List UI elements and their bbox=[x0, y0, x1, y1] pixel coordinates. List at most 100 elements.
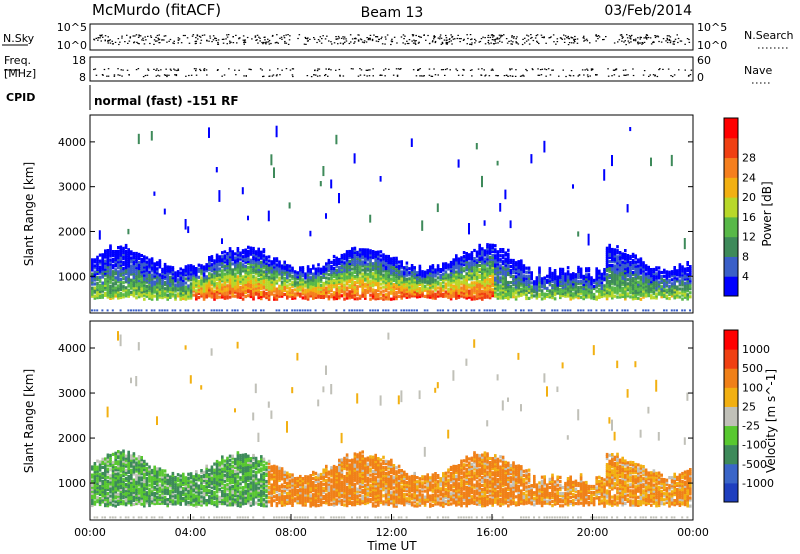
power-cell bbox=[405, 279, 409, 283]
noise-point bbox=[630, 41, 632, 43]
power-cell bbox=[267, 279, 271, 283]
power-cell bbox=[202, 273, 206, 277]
power-cell bbox=[228, 251, 232, 255]
noise-point bbox=[107, 42, 109, 44]
noise-point bbox=[184, 34, 186, 37]
power-cell bbox=[340, 286, 344, 290]
power-cell bbox=[114, 282, 117, 286]
power-cell bbox=[613, 278, 617, 282]
power-cell bbox=[444, 286, 448, 290]
power-cell bbox=[348, 261, 351, 266]
power-cell bbox=[605, 252, 609, 256]
noise-point bbox=[138, 35, 141, 37]
freq-point bbox=[316, 70, 319, 72]
power-cell bbox=[509, 270, 513, 275]
power-cell bbox=[397, 274, 401, 278]
power-cell bbox=[145, 309, 148, 312]
power-cell bbox=[226, 276, 229, 280]
power-cell bbox=[236, 263, 240, 267]
power-cell bbox=[241, 275, 245, 279]
power-cell bbox=[499, 203, 502, 212]
power-cell bbox=[351, 247, 354, 251]
power-cell bbox=[478, 286, 481, 290]
power-cell bbox=[540, 309, 543, 312]
power-cell bbox=[317, 285, 320, 289]
power-cell bbox=[535, 296, 539, 300]
power-cell bbox=[605, 289, 609, 293]
power-cell bbox=[262, 280, 266, 284]
power-cell bbox=[221, 251, 224, 255]
noise-point bbox=[381, 36, 383, 38]
power-cell bbox=[236, 309, 239, 312]
power-cell bbox=[169, 285, 172, 289]
power-cell bbox=[202, 289, 206, 293]
noise-point bbox=[262, 43, 264, 45]
power-cell bbox=[158, 263, 162, 267]
power-cell bbox=[608, 288, 611, 292]
power-cell bbox=[119, 283, 123, 287]
power-cell bbox=[650, 276, 653, 280]
power-cell bbox=[117, 296, 120, 300]
power-cell bbox=[569, 287, 572, 291]
power-cell bbox=[377, 266, 380, 270]
power-cell bbox=[514, 297, 518, 301]
power-cell bbox=[405, 285, 409, 289]
power-cell bbox=[509, 268, 513, 273]
power-cell bbox=[431, 278, 435, 282]
power-cell bbox=[221, 291, 224, 295]
power-cell bbox=[254, 280, 258, 284]
power-cell bbox=[369, 297, 372, 301]
power-cell bbox=[348, 249, 351, 254]
power-cell bbox=[397, 288, 401, 292]
power-cell bbox=[585, 267, 588, 271]
power-cell bbox=[189, 282, 193, 286]
power-cell bbox=[150, 297, 154, 301]
noise-point bbox=[200, 39, 203, 41]
power-cell bbox=[400, 270, 403, 274]
power-cell bbox=[319, 285, 323, 289]
power-cell bbox=[475, 258, 479, 262]
power-cell bbox=[150, 265, 154, 269]
power-cell bbox=[96, 288, 99, 292]
noise-point bbox=[412, 42, 415, 44]
power-cell bbox=[91, 268, 94, 272]
power-cell bbox=[364, 262, 367, 266]
power-cell bbox=[351, 275, 354, 279]
power-cell bbox=[202, 293, 206, 297]
power-cell bbox=[652, 273, 656, 278]
power-cell bbox=[538, 286, 541, 290]
power-cell bbox=[208, 280, 211, 284]
power-cell bbox=[569, 293, 572, 297]
freq-point bbox=[667, 68, 670, 70]
power-cell bbox=[234, 260, 237, 264]
noise-point bbox=[142, 37, 144, 39]
power-cell bbox=[390, 277, 393, 281]
power-cell bbox=[496, 262, 500, 266]
power-cell bbox=[301, 274, 305, 278]
power-cell bbox=[488, 286, 492, 290]
noise-point bbox=[586, 40, 589, 42]
power-cell bbox=[197, 291, 201, 295]
power-cell bbox=[509, 295, 513, 299]
power-cell bbox=[205, 287, 208, 291]
power-cell bbox=[182, 272, 185, 276]
power-cell bbox=[223, 266, 227, 270]
power-cell bbox=[410, 292, 414, 296]
power-cell bbox=[637, 280, 640, 284]
noise-point bbox=[112, 43, 114, 45]
power-cell bbox=[140, 272, 143, 276]
noise-point bbox=[229, 42, 231, 44]
power-cell bbox=[410, 309, 413, 312]
power-cell bbox=[423, 270, 427, 274]
power-cell bbox=[642, 263, 645, 267]
power-cell bbox=[379, 286, 383, 290]
power-cell bbox=[598, 293, 601, 297]
power-cell bbox=[153, 266, 156, 270]
power-cell bbox=[156, 281, 159, 285]
power-cell bbox=[631, 262, 635, 267]
freq-point bbox=[101, 74, 104, 76]
power-cell bbox=[163, 295, 167, 299]
power-cell bbox=[143, 259, 146, 263]
power-cell bbox=[442, 280, 445, 284]
power-cell bbox=[533, 290, 536, 294]
